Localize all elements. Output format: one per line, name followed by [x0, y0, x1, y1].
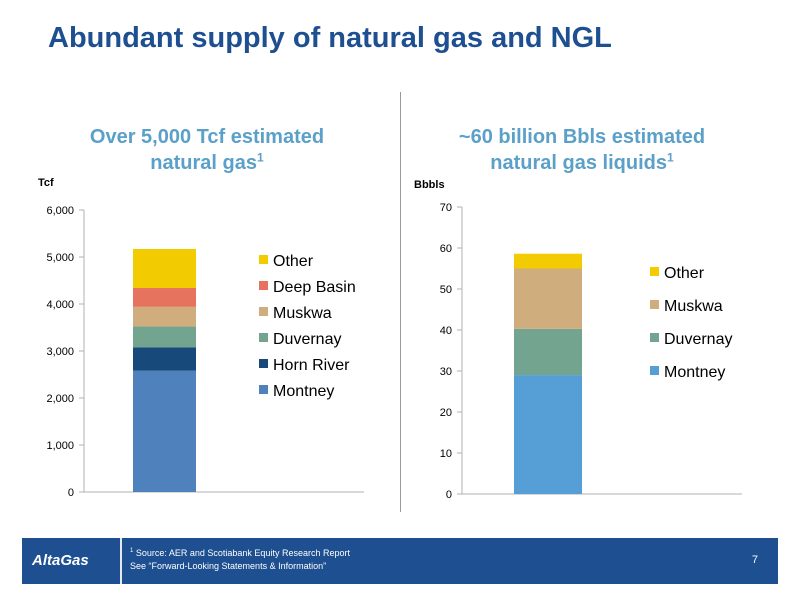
footer-separator [120, 538, 122, 584]
ngl-bar-segment-montney [514, 375, 582, 494]
footer-footnote-mark: 1 [130, 548, 134, 554]
gas-y-tick-label: 6,000 [46, 205, 74, 217]
gas-supply-chart: Tcf 0 1,000 2,000 3,000 4,000 5,000 6,000 Other D… [38, 177, 364, 499]
ngl-bar-segment-other [514, 253, 582, 269]
gas-legend-label-other: Other [273, 253, 314, 270]
ngl-footnote-ref: 1 [667, 150, 674, 165]
ngl-legend-label-duvernay: Duvernay [664, 331, 732, 348]
gas-heading-line1: Over 5,000 Tcf estimated [89, 126, 325, 148]
ngl-supply-chart: Bbbls 0 10 20 30 40 50 60 70 Other Muskwa Duvernay M… [414, 179, 742, 501]
ngl-chart-heading: ~60 billion Bbls estimated natural gas l… [412, 124, 752, 176]
ngl-bar-segment-muskwa [514, 268, 582, 329]
ngl-legend-swatch-duvernay [650, 333, 659, 342]
gas-bar-segment-montney [133, 370, 196, 492]
gas-footnote-ref: 1 [257, 150, 264, 165]
footer-bar: AltaGas 1 Source: AER and Scotiabank Equ… [22, 538, 778, 584]
chart-divider [400, 92, 401, 512]
gas-bar-segment-deep-basin [133, 288, 196, 307]
ngl-heading-line2: natural gas liquids [490, 152, 667, 174]
ngl-y-tick-label: 50 [440, 284, 452, 296]
slide-title: Abundant supply of natural gas and NGL [48, 22, 612, 54]
footer-disclaimer: See “Forward-Looking Statements & Inform… [130, 560, 327, 571]
gas-bar-segment-duvernay [133, 326, 196, 348]
ngl-legend-label-montney: Montney [664, 364, 725, 381]
gas-legend-label-montney: Montney [273, 383, 334, 400]
footer-notes: 1 Source: AER and Scotiabank Equity Rese… [130, 547, 350, 572]
ngl-y-tick-label: 60 [440, 243, 452, 255]
altagas-logo: AltaGas [32, 552, 89, 569]
gas-legend-swatch-muskwa [259, 307, 268, 316]
gas-legend-label-duvernay: Duvernay [273, 331, 341, 348]
gas-legend-swatch-duvernay [259, 333, 268, 342]
gas-legend-label-deep-basin: Deep Basin [273, 279, 356, 296]
ngl-y-tick-label: 70 [440, 202, 452, 214]
gas-chart-heading: Over 5,000 Tcf estimated natural gas1 [37, 124, 377, 176]
ngl-legend-swatch-other [650, 267, 659, 276]
ngl-legend-swatch-muskwa [650, 300, 659, 309]
gas-legend-swatch-other [259, 255, 268, 264]
gas-legend-swatch-montney [259, 385, 268, 394]
ngl-legend-swatch-montney [650, 366, 659, 375]
gas-bar-segment-other [133, 249, 196, 289]
gas-y-tick-label: 4,000 [46, 299, 74, 311]
gas-y-tick-label: 1,000 [46, 440, 74, 452]
gas-bar-segment-horn-river [133, 347, 196, 371]
gas-legend-label-muskwa: Muskwa [273, 305, 332, 322]
gas-y-tick-label: 3,000 [46, 346, 74, 358]
ngl-y-tick-label: 10 [440, 448, 452, 460]
ngl-legend-label-other: Other [664, 265, 705, 282]
ngl-y-tick-label: 40 [440, 325, 452, 337]
gas-legend-swatch-deep-basin [259, 281, 268, 290]
ngl-legend-label-muskwa: Muskwa [664, 298, 723, 315]
ngl-bar-segment-duvernay [514, 328, 582, 376]
gas-y-tick-label: 5,000 [46, 252, 74, 264]
ngl-y-tick-label: 30 [440, 366, 452, 378]
gas-heading-line2: natural gas [150, 152, 257, 174]
gas-bar-segment-muskwa [133, 306, 196, 327]
gas-legend-label-horn-river: Horn River [273, 357, 350, 374]
gas-legend-swatch-horn-river [259, 359, 268, 368]
gas-y-tick-label: 0 [68, 487, 74, 499]
gas-y-tick-label: 2,000 [46, 393, 74, 405]
ngl-y-tick-label: 20 [440, 407, 452, 419]
page-number: 7 [751, 554, 758, 566]
ngl-heading-line1: ~60 billion Bbls estimated [458, 126, 706, 148]
ngl-unit-label: Bbbls [414, 179, 445, 191]
footer-source: Source: AER and Scotiabank Equity Resear… [135, 548, 350, 558]
ngl-y-tick-label: 0 [446, 489, 452, 501]
gas-unit-label: Tcf [38, 177, 54, 189]
